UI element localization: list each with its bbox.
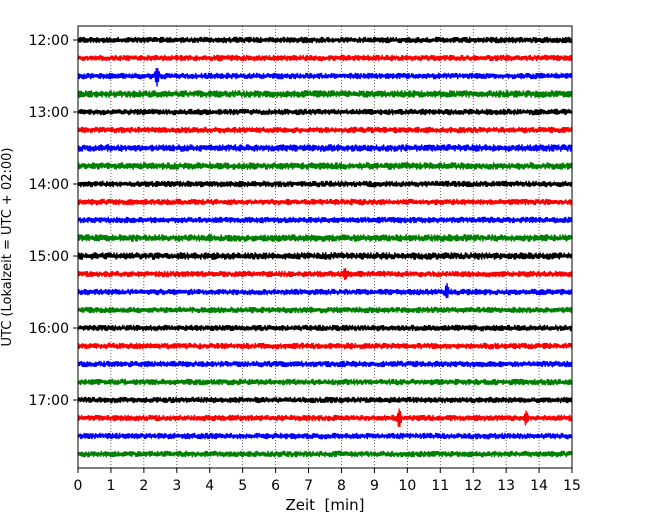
trace-line <box>77 54 573 62</box>
x-tick-label: 0 <box>74 478 83 494</box>
trace-line <box>77 180 573 188</box>
trace-line <box>77 252 573 260</box>
x-tick-label: 8 <box>337 478 346 494</box>
trace-line <box>77 283 573 299</box>
trace-line <box>77 90 573 98</box>
x-tick-label: 10 <box>398 478 416 494</box>
trace-line <box>77 36 573 44</box>
trace-line <box>77 68 573 87</box>
trace-line <box>77 408 573 428</box>
y-tick-label: 16:00 <box>29 321 69 337</box>
x-tick-label: 2 <box>139 478 148 494</box>
trace-line <box>77 450 573 458</box>
trace-line <box>77 162 573 170</box>
trace-line <box>77 306 573 314</box>
trace-line <box>77 324 573 332</box>
x-tick-label: 3 <box>172 478 181 494</box>
x-tick-label: 12 <box>464 478 482 494</box>
trace-line <box>77 126 573 134</box>
x-tick-label: 9 <box>370 478 379 494</box>
trace-line <box>77 144 573 152</box>
x-tick-label: 15 <box>563 478 581 494</box>
x-axis-ticks: 0 1 2 3 4 5 6 7 8 9 10 11 12 13 14 15 <box>74 468 581 494</box>
trace-lines <box>77 36 573 458</box>
trace-line <box>77 107 573 116</box>
y-tick-label: 17:00 <box>29 393 69 409</box>
trace-line <box>77 216 573 224</box>
y-axis-ticks: 12:00 13:00 14:00 15:00 16:00 17:00 <box>29 33 78 409</box>
trace-line <box>77 198 573 206</box>
y-tick-label: 12:00 <box>29 33 69 49</box>
trace-line <box>77 359 573 368</box>
trace-line <box>77 396 573 404</box>
plot-frame <box>77 25 573 469</box>
trace-line <box>77 267 573 281</box>
x-tick-label: 7 <box>304 478 313 494</box>
x-tick-label: 13 <box>497 478 515 494</box>
trace-line <box>77 342 573 350</box>
y-axis-label: UTC (Lokalzeit = UTC + 02:00) <box>0 148 15 347</box>
x-tick-label: 14 <box>530 478 548 494</box>
x-tick-label: 6 <box>271 478 280 494</box>
x-tick-label: 4 <box>205 478 214 494</box>
y-tick-label: 13:00 <box>29 105 69 121</box>
y-tick-label: 15:00 <box>29 249 69 265</box>
trace-line <box>77 234 573 242</box>
trace-line <box>77 431 573 440</box>
y-tick-label: 14:00 <box>29 177 69 193</box>
x-tick-label: 1 <box>106 478 115 494</box>
x-axis-label: Zeit [min] <box>285 496 364 514</box>
x-tick-label: 11 <box>431 478 449 494</box>
x-tick-label: 5 <box>238 478 247 494</box>
trace-line <box>77 378 573 386</box>
